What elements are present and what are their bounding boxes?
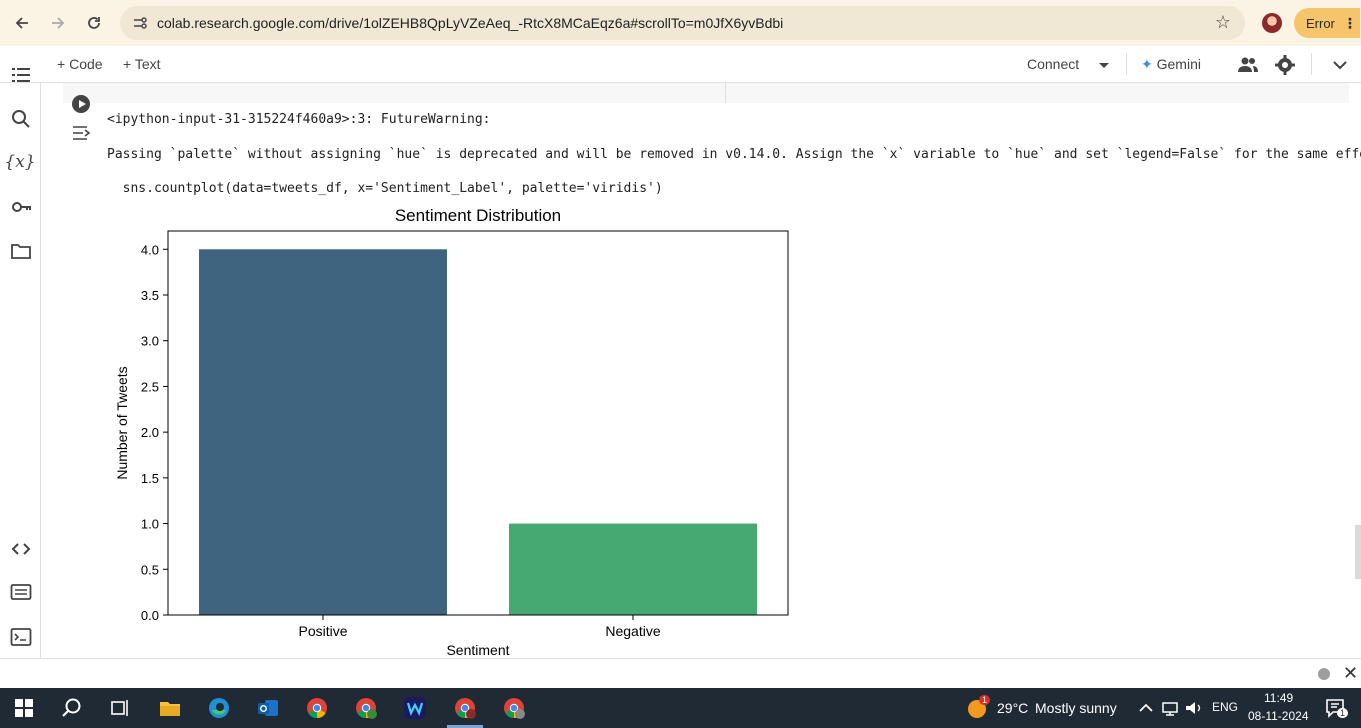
url-text: colab.research.google.com/drive/1olZEHB8… (157, 15, 784, 31)
outlook-icon[interactable] (256, 696, 280, 720)
gemini-button[interactable]: ✦ Gemini (1141, 56, 1201, 73)
settings-gear-icon[interactable] (1274, 54, 1296, 76)
clock-date[interactable]: 08-11-2024 (1248, 709, 1309, 723)
status-strip: ✕ (0, 658, 1361, 688)
profile-avatar[interactable] (1262, 13, 1282, 33)
site-info-icon[interactable] (132, 15, 148, 31)
weather-temp[interactable]: 29°C (997, 700, 1029, 716)
language-indicator[interactable]: ENG (1212, 700, 1239, 714)
sentiment-bar-chart: Sentiment Distribution 0.0 0.5 1.0 1.5 2.0 2.… (114, 206, 789, 658)
close-icon[interactable]: ✕ (1343, 663, 1359, 683)
x-tick-label-positive: Positive (298, 623, 347, 639)
command-palette-icon[interactable] (10, 581, 32, 603)
output-warning-message: Passing `palette` without assigning `hue… (107, 147, 1361, 162)
y-axis-label: Number of Tweets (114, 366, 130, 479)
forward-arrow-icon[interactable] (46, 11, 70, 35)
x-axis-label: Sentiment (446, 642, 509, 658)
y-tick-label: 0.5 (141, 562, 159, 577)
reload-icon[interactable] (82, 11, 106, 35)
add-text-button[interactable]: + Text (123, 56, 161, 72)
gemini-spark-icon: ✦ (1141, 56, 1153, 72)
connect-dropdown-icon[interactable] (1093, 54, 1115, 76)
network-icon[interactable] (1161, 696, 1181, 720)
chrome-icon[interactable] (305, 696, 329, 720)
bar-positive (199, 249, 447, 615)
files-folder-icon[interactable] (10, 240, 32, 262)
collapse-chevron-icon[interactable] (1329, 54, 1351, 76)
toolbar-divider (1126, 53, 1127, 75)
x-tick-label-negative: Negative (605, 623, 660, 639)
search-icon[interactable] (10, 108, 32, 130)
add-code-button[interactable]: + Code (57, 56, 103, 72)
variables-icon[interactable]: {x} (4, 152, 36, 172)
chrome-active-icon[interactable] (453, 696, 477, 720)
add-code-label: Code (69, 56, 103, 72)
browser-toolbar: colab.research.google.com/drive/1olZEHB8… (0, 0, 1361, 46)
bar-negative (509, 523, 757, 615)
clock-time[interactable]: 11:49 (1264, 691, 1294, 705)
volume-icon[interactable] (1184, 696, 1204, 720)
y-tick-label: 3.5 (141, 288, 159, 303)
secrets-key-icon[interactable] (10, 196, 32, 218)
connect-button[interactable]: Connect (1027, 56, 1080, 72)
y-tick-label: 0.0 (141, 608, 159, 623)
file-explorer-icon[interactable] (158, 696, 182, 720)
output-code-line: sns.countplot(data=tweets_df, x='Sentime… (107, 181, 663, 196)
weather-desc[interactable]: Mostly sunny (1035, 700, 1117, 716)
y-tick-label: 3.0 (141, 334, 159, 349)
windows-start-icon[interactable] (12, 696, 36, 720)
address-bar[interactable]: colab.research.google.com/drive/1olZEHB8… (120, 6, 1245, 40)
output-actions-icon[interactable] (70, 123, 92, 143)
taskbar-search-icon[interactable] (60, 696, 84, 720)
back-arrow-icon[interactable] (10, 11, 34, 35)
weather-badge: 1 (979, 695, 991, 705)
y-tick-label: 2.0 (141, 425, 159, 440)
webex-app-icon[interactable] (403, 696, 427, 720)
y-tick-label: 4.0 (141, 242, 159, 257)
error-label: Error (1306, 15, 1335, 31)
plot-frame (167, 230, 789, 616)
gemini-label: Gemini (1156, 56, 1201, 72)
output-warning-header: <ipython-input-31-315224f460a9>:3: Futur… (107, 112, 491, 127)
chrome-profile-icon[interactable] (354, 696, 378, 720)
scrollbar-thumb[interactable] (1355, 525, 1361, 579)
toolbar-divider (1311, 53, 1312, 75)
active-app-indicator (447, 725, 483, 728)
tray-chevron-up-icon[interactable] (1137, 696, 1155, 720)
colab-toolbar: + Code + Text Connect ✦ Gemini (0, 46, 1361, 83)
notifications-icon[interactable] (1324, 696, 1348, 720)
y-tick-label: 1.5 (141, 471, 159, 486)
chrome-profile-2-icon[interactable] (502, 696, 526, 720)
y-tick-label: 2.5 (141, 379, 159, 394)
error-button[interactable]: Error ⋮ (1294, 8, 1360, 38)
more-vert-icon: ⋮ (1342, 14, 1357, 31)
task-view-icon[interactable] (108, 696, 132, 720)
code-cell-bottom[interactable] (63, 83, 1349, 103)
y-tick-label: 1.0 (141, 517, 159, 532)
share-people-icon[interactable] (1237, 54, 1259, 76)
notification-count: 1 (1337, 708, 1349, 718)
terminal-icon[interactable] (10, 626, 32, 648)
status-dot-icon (1318, 668, 1330, 680)
left-sidebar (0, 83, 41, 658)
chart-title: Sentiment Distribution (395, 206, 561, 225)
run-cell-button[interactable] (72, 95, 90, 113)
code-snippets-icon[interactable] (10, 538, 32, 560)
notebook-main: <ipython-input-31-315224f460a9>:3: Futur… (41, 83, 1361, 658)
edge-browser-icon[interactable] (207, 696, 231, 720)
add-text-label: Text (134, 56, 161, 72)
windows-taskbar: 1 29°C Mostly sunny ENG 11:49 08-11-2024… (0, 688, 1361, 728)
bookmark-star-icon[interactable]: ☆ (1214, 12, 1231, 32)
table-of-contents-icon[interactable] (10, 64, 32, 86)
